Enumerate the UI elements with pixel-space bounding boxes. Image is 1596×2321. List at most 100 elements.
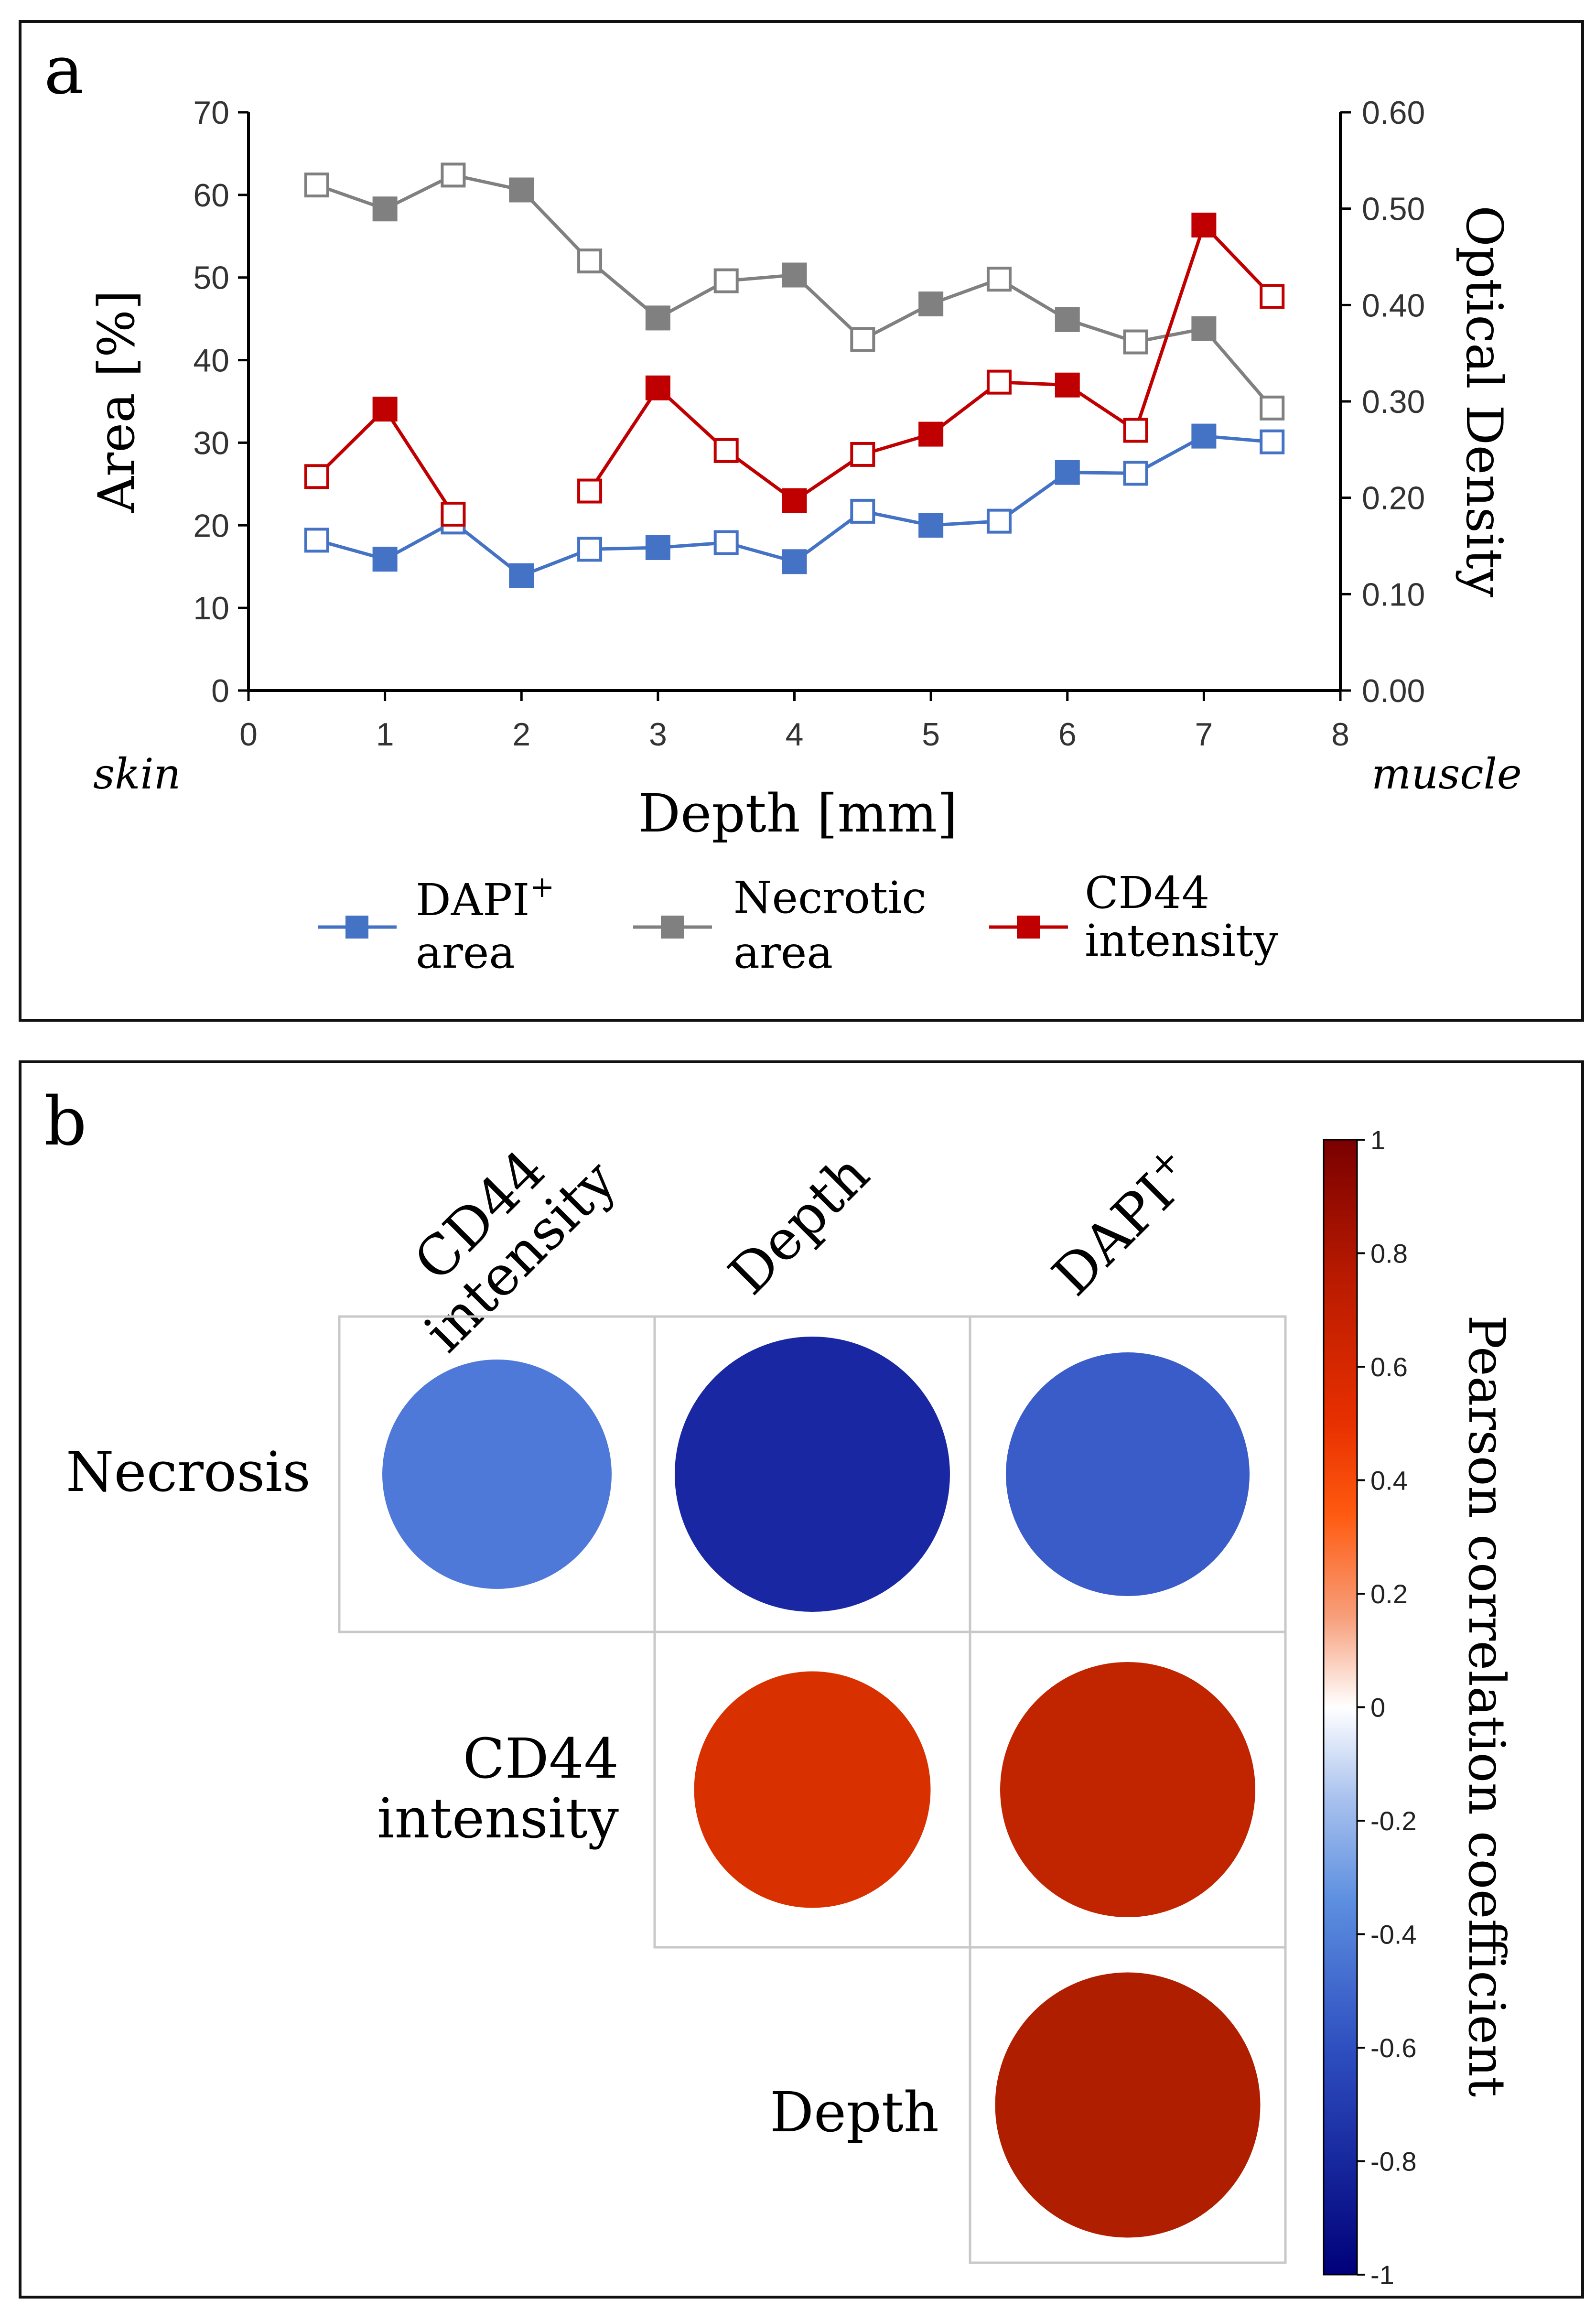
necrotic-series-point [372,196,398,222]
necrotic-series-point [1055,307,1080,332]
x-axis-label: Depth [mm] [638,783,958,844]
x-tick-label: 3 [649,716,667,753]
right-tick-label: 0.50 [1362,191,1425,227]
necrotic-series-point [1260,395,1285,421]
x-tick-label: 5 [922,716,940,753]
col-label-dapi: DAPI+ [1037,1138,1208,1308]
colorbar-tick-label: -0.6 [1370,2033,1417,2063]
cd44-series-point [918,421,944,447]
necrotic-series-point [713,268,739,293]
dapi-series-point [850,498,875,524]
legend-marker-necrotic [661,916,684,939]
necrotic-series-point [850,327,875,352]
right-tick-label: 0.40 [1362,287,1425,324]
cd44-series-point [577,478,603,504]
necrotic-series-point [918,291,944,317]
panel-b-label: b [44,1083,87,1161]
legend-label-cd44-2: intensity [1085,915,1278,966]
colorbar-tick-label: 0.6 [1370,1352,1408,1382]
legend-label-necrotic: Necrotic [733,872,927,923]
legend: DAPI+ area Necrotic area CD44 intensity [318,867,1278,978]
dapi-series-point [577,537,603,562]
colorbar-ticks: 1 0.8 0.6 0.4 0.2 0 -0.2 -0.4 -0.6 -0.8 -1 [1357,1125,1417,2290]
left-tick-label: 10 [193,590,229,626]
colorbar-tick-label: -1 [1370,2260,1394,2290]
colorbar-tick-label: -0.8 [1370,2147,1417,2177]
col-label-cd44: CD44 intensity [402,1138,628,1364]
cd44-series-point [1123,418,1148,443]
panel-b-frame [19,1060,1584,2299]
cd44-series-point [304,464,329,489]
series-layer [304,162,1285,588]
left-tick-label: 60 [193,177,229,214]
legend-label-dapi: DAPI+ [416,869,554,926]
dapi-series-point [1260,429,1285,454]
necrotic-series-point [304,173,329,198]
legend-label-cd44: CD44 [1085,867,1209,918]
cd44-series-point [782,488,807,513]
left-tick-label: 30 [193,425,229,461]
cd44-series-point [850,442,875,467]
corr-circle [675,1337,950,1612]
row-label-cd44-line1: CD44 [463,1727,619,1791]
legend-label-necrotic-2: area [733,927,833,978]
left-tick-label: 40 [193,343,229,379]
dapi-series-point [304,528,329,553]
necrotic-series-point [1191,316,1217,341]
row-label-cd44-line2: intensity [377,1787,619,1851]
legend-item-necrotic: Necrotic area [633,872,927,978]
necrotic-series-point [577,248,603,274]
x-tick-label: 2 [512,716,530,753]
colorbar-tick-label: 1 [1370,1125,1385,1155]
colorbar [1323,1139,1358,2276]
right-tick-label: 0.20 [1362,480,1425,517]
left-tick-label: 20 [193,507,229,544]
necrotic-series-point [645,305,670,331]
corr-circle [694,1671,931,1908]
right-tick-label: 0.10 [1362,576,1425,613]
colorbar-tick-label: 0.8 [1370,1239,1408,1269]
dapi-series-point [645,535,670,560]
row-label-depth: Depth [770,2081,939,2145]
necrotic-series-point [441,162,466,188]
dapi-series-point [1191,423,1217,449]
dapi-series-point [986,508,1012,534]
dapi-series-point [782,549,807,574]
y2-axis-label: Optical Density [1455,205,1513,598]
necrotic-series-point [1123,329,1148,355]
necrotic-series-point [986,267,1012,292]
colorbar-tick-label: -0.2 [1370,1806,1417,1836]
colorbar-label: Pearson correlation coefficient [1457,1315,1516,2097]
left-tick-label: 70 [193,95,229,131]
right-tick-label: 0.30 [1362,384,1425,420]
cd44-series-point [1191,212,1217,237]
x-tick-label: 0 [239,716,258,753]
right-ticks: 0.00 0.10 0.20 0.30 0.40 0.50 0.60 [1340,95,1425,709]
panel-a-label: a [44,32,84,109]
necrotic-series-point [509,177,534,203]
cd44-series-point [645,375,670,400]
legend-marker-dapi [345,916,368,939]
left-tick-label: 0 [211,673,229,709]
corr-circle [1006,1352,1250,1596]
x-left-note: skin [93,749,181,799]
x-ticks: 0 1 2 3 4 5 6 7 8 [239,691,1349,753]
panel-a-frame [19,20,1584,1022]
panel-b: b CD44 intensity Depth DAPI+ Necrosis CD… [19,1060,1584,2299]
dapi-series-point [509,563,534,588]
x-tick-label: 8 [1331,716,1349,753]
legend-item-cd44: CD44 intensity [989,867,1278,966]
legend-item-dapi: DAPI+ area [318,869,554,978]
colorbar-tick-label: 0.2 [1370,1579,1408,1609]
cd44-series-point [713,438,739,463]
x-tick-label: 7 [1195,716,1213,753]
row-label-necrosis: Necrosis [66,1440,311,1504]
heatmap-grid [338,1315,1287,2264]
x-tick-label: 4 [786,716,804,753]
dapi-series-point [1123,461,1148,486]
corr-circle [382,1360,612,1589]
right-tick-label: 0.60 [1362,95,1425,131]
necrotic-series-point [782,262,807,288]
